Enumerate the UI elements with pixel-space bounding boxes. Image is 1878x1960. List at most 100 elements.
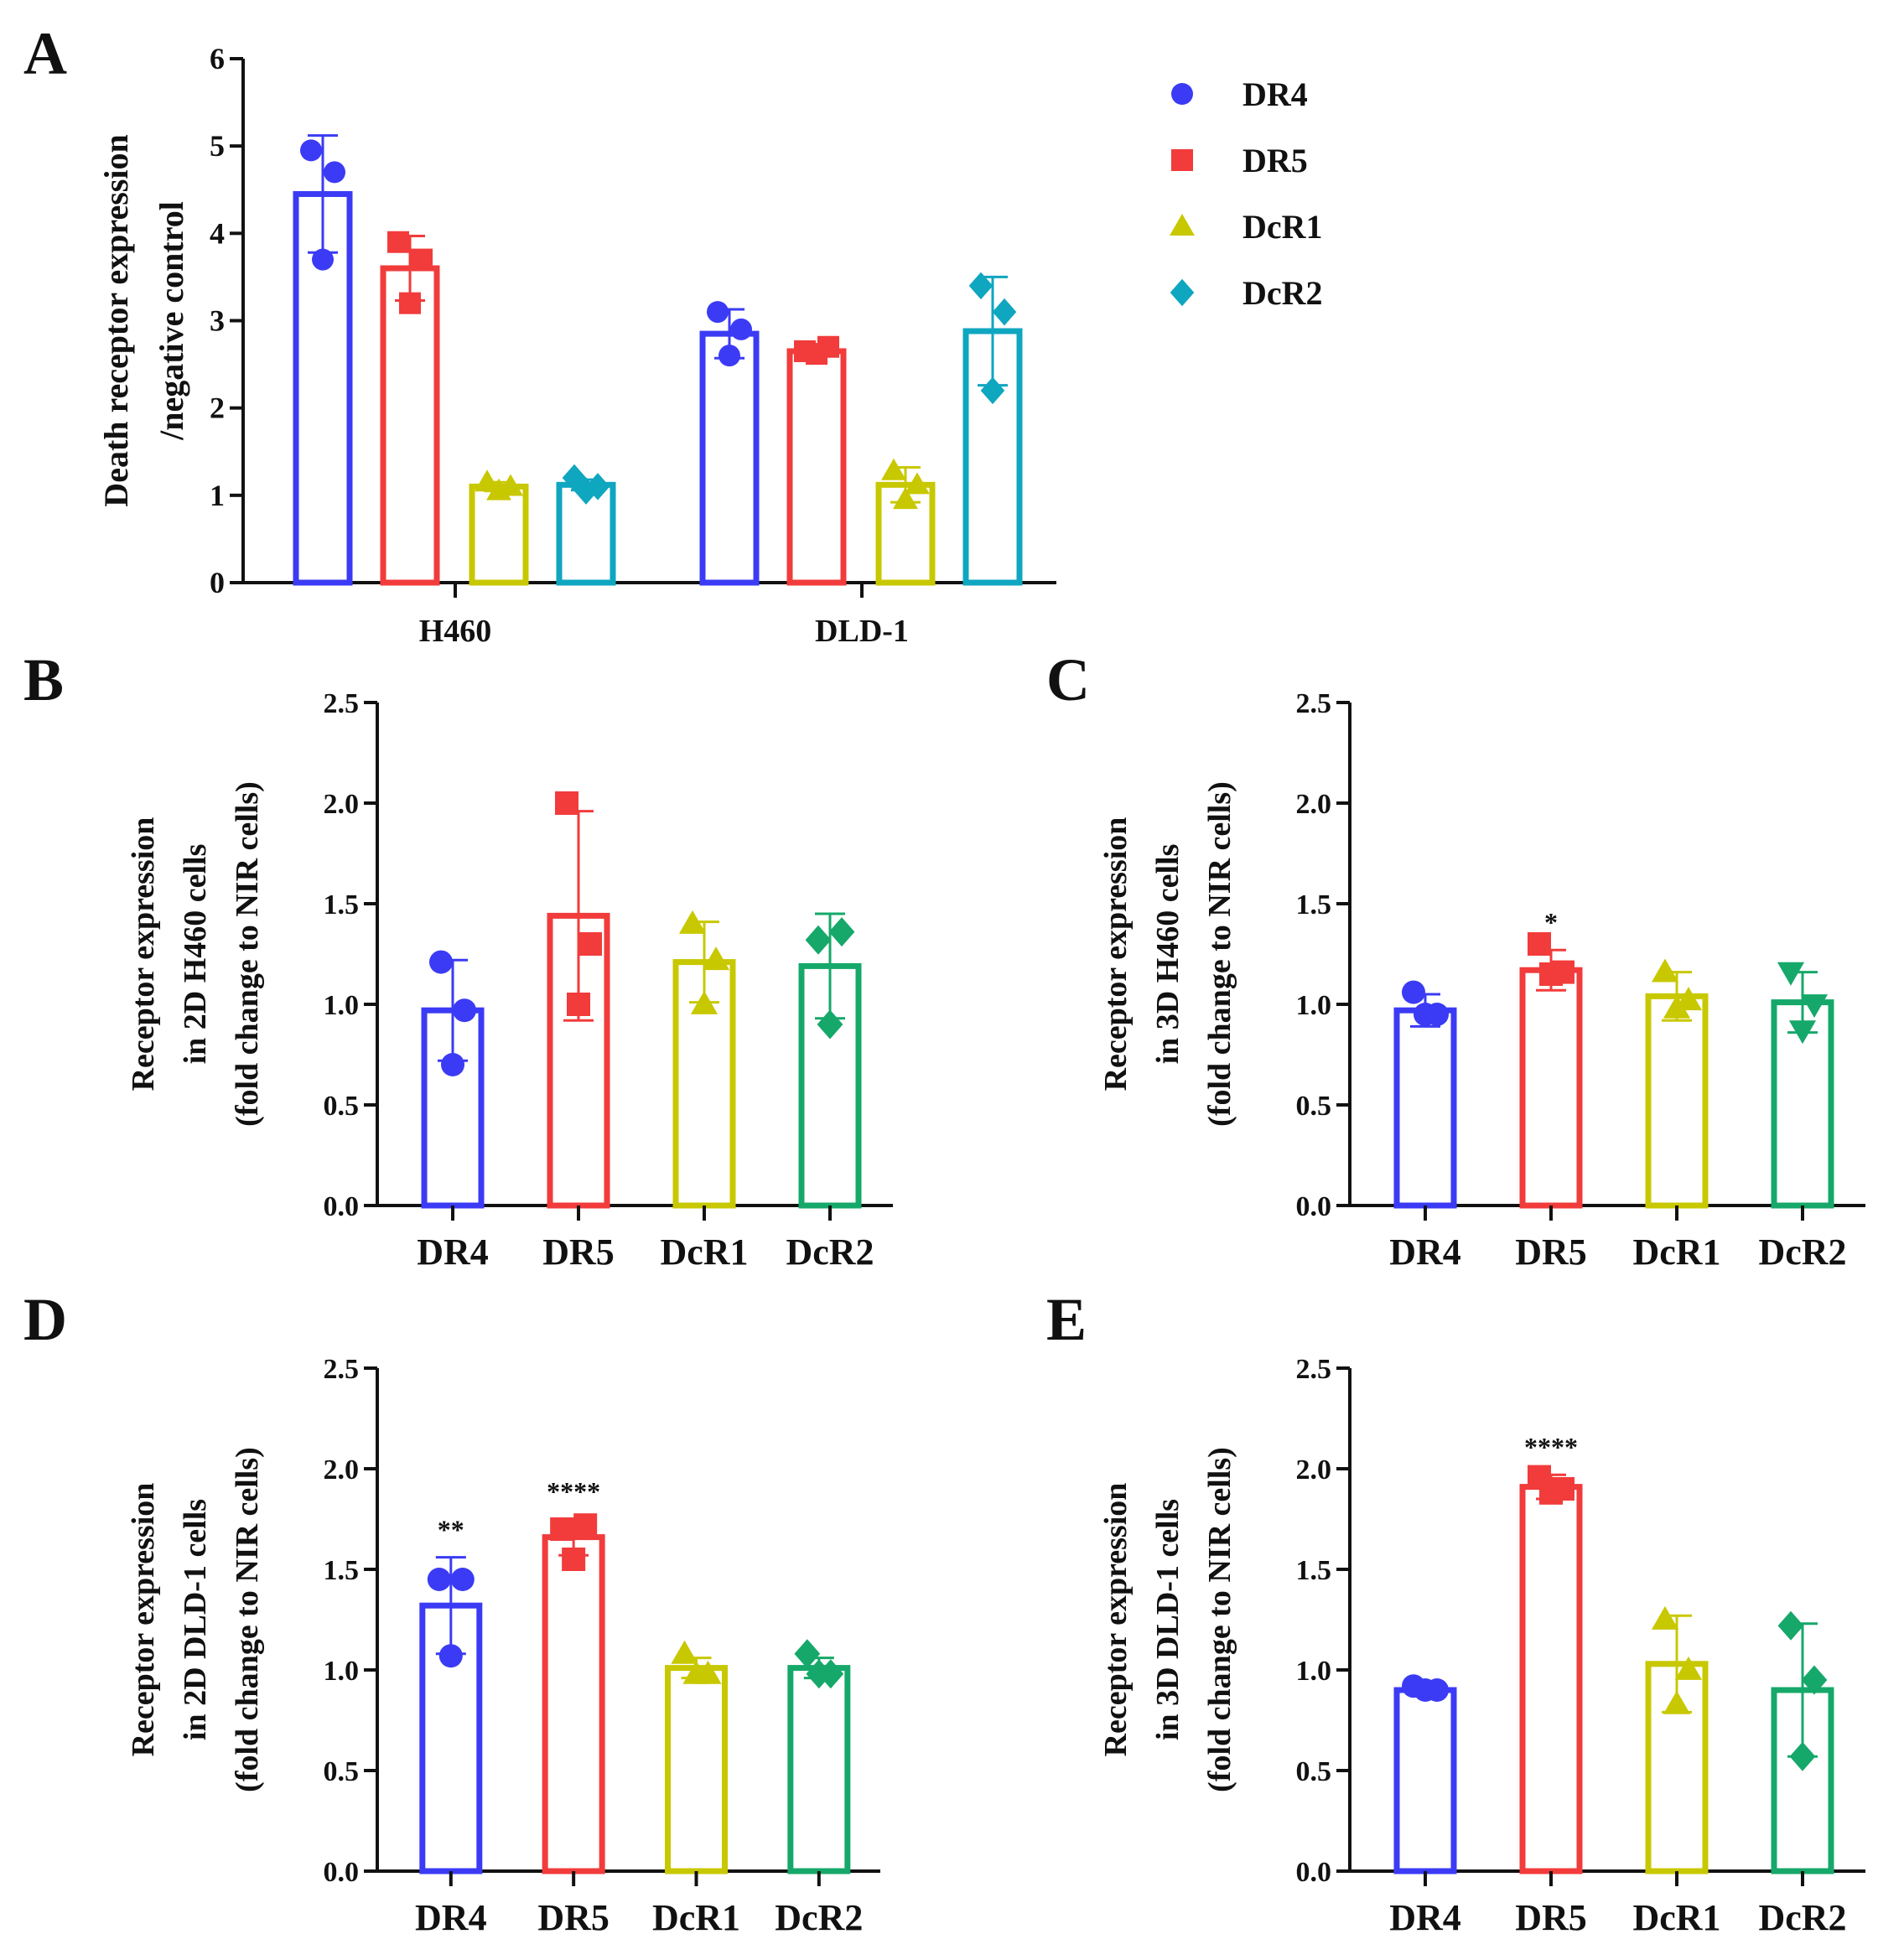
bar bbox=[664, 1665, 728, 1874]
data-point bbox=[1800, 994, 1829, 1019]
data-point bbox=[453, 998, 476, 1023]
x-tick-label: DcR2 bbox=[786, 1231, 874, 1273]
y-tick-label: 1.0 bbox=[1296, 1656, 1332, 1687]
significance-label: ** bbox=[438, 1515, 464, 1545]
data-point bbox=[1674, 1656, 1703, 1680]
y-axis-label: (fold change to NIR cells) bbox=[230, 781, 265, 1127]
x-tick-label: DR5 bbox=[542, 1231, 615, 1273]
data-point bbox=[1402, 980, 1425, 1004]
bar bbox=[1519, 1484, 1583, 1874]
y-tick-label: 3 bbox=[210, 304, 225, 338]
data-point bbox=[573, 477, 599, 505]
data-point bbox=[324, 161, 345, 184]
bar bbox=[786, 348, 847, 586]
bar bbox=[380, 265, 440, 586]
x-tick-label: DcR2 bbox=[1758, 1231, 1846, 1273]
y-tick-label: 1 bbox=[210, 479, 225, 512]
y-tick-label: 2.5 bbox=[1296, 688, 1332, 719]
bar bbox=[787, 1665, 851, 1874]
x-tick-label: DR4 bbox=[415, 1897, 487, 1938]
x-tick-label: H460 bbox=[419, 614, 492, 649]
data-point bbox=[702, 946, 730, 971]
y-tick-label: 1.5 bbox=[1296, 1555, 1332, 1586]
data-point bbox=[550, 1517, 574, 1541]
data-point bbox=[1651, 1605, 1679, 1630]
bar bbox=[1393, 1687, 1457, 1874]
y-tick-label: 0.0 bbox=[1296, 1191, 1332, 1222]
data-point bbox=[881, 458, 906, 480]
y-tick-label: 0.5 bbox=[1296, 1756, 1332, 1787]
data-point bbox=[486, 478, 511, 500]
data-point bbox=[1414, 1678, 1437, 1702]
data-point bbox=[562, 1548, 586, 1571]
y-tick-label: 0.0 bbox=[324, 1857, 360, 1888]
data-point bbox=[682, 1660, 710, 1684]
data-point bbox=[562, 464, 587, 492]
x-tick-label: DR4 bbox=[1389, 1897, 1461, 1938]
data-point bbox=[806, 343, 827, 366]
legend-label: DcR1 bbox=[1242, 208, 1323, 246]
x-tick-label: DcR2 bbox=[1758, 1897, 1846, 1938]
panel-c-chart: C 0.0 0.5 1.0 1.5 2.0 2.5 Receptor expression in… bbox=[1046, 646, 1865, 1273]
panel-letter: B bbox=[23, 646, 64, 713]
bar bbox=[699, 330, 760, 586]
y-axis-label: Receptor expression bbox=[1098, 1483, 1134, 1757]
legend-label: DcR2 bbox=[1242, 274, 1323, 312]
y-tick-label: 1.0 bbox=[324, 990, 360, 1021]
data-point bbox=[1539, 962, 1563, 986]
data-point bbox=[1801, 1665, 1828, 1695]
x-tick-label: DcR1 bbox=[1632, 1231, 1720, 1273]
y-tick-label: 0.0 bbox=[1296, 1857, 1332, 1888]
bar bbox=[1519, 967, 1583, 1209]
data-point bbox=[1789, 1741, 1816, 1771]
data-point bbox=[399, 292, 421, 314]
data-point bbox=[690, 990, 719, 1014]
y-tick-label: 2.0 bbox=[1296, 789, 1332, 820]
data-point bbox=[817, 1009, 843, 1040]
significance-label: * bbox=[1544, 907, 1558, 937]
x-tick-label: DR5 bbox=[537, 1897, 610, 1938]
y-axis-label: in 3D DLD-1 cells bbox=[1150, 1499, 1185, 1740]
data-point bbox=[905, 472, 930, 495]
data-point bbox=[992, 298, 1017, 326]
y-tick-label: 1.0 bbox=[1296, 990, 1332, 1021]
x-tick-label: DcR1 bbox=[652, 1897, 740, 1938]
y-tick-label: 2.0 bbox=[324, 789, 360, 820]
y-axis-label: Receptor expression bbox=[126, 817, 161, 1091]
legend-marker bbox=[1171, 83, 1193, 105]
data-point bbox=[719, 345, 740, 367]
y-axis-label: in 3D H460 cells bbox=[1150, 844, 1185, 1065]
y-axis-label: (fold change to NIR cells) bbox=[1202, 781, 1237, 1127]
panel-letter: C bbox=[1046, 646, 1090, 713]
bar bbox=[1645, 993, 1709, 1209]
x-tick-label: DcR1 bbox=[660, 1231, 748, 1273]
data-point bbox=[441, 1053, 464, 1076]
bar bbox=[542, 1534, 605, 1874]
legend-marker bbox=[1170, 278, 1195, 307]
data-point bbox=[968, 272, 993, 300]
data-point bbox=[1663, 1690, 1691, 1714]
y-axis-label: Death receptor expression bbox=[97, 134, 135, 506]
panel-letter: A bbox=[23, 20, 67, 87]
y-tick-label: 0.5 bbox=[324, 1091, 360, 1122]
data-point bbox=[567, 993, 590, 1016]
y-tick-label: 0.5 bbox=[1296, 1091, 1332, 1122]
data-point bbox=[438, 1644, 463, 1668]
data-point bbox=[300, 139, 322, 162]
legend-marker bbox=[1170, 214, 1195, 236]
data-point bbox=[671, 1640, 698, 1664]
y-axis-label: (fold change to NIR cells) bbox=[1202, 1447, 1237, 1792]
x-tick-label: DLD-1 bbox=[815, 614, 909, 649]
data-point bbox=[1414, 1003, 1437, 1026]
data-point bbox=[475, 469, 500, 492]
data-point bbox=[980, 376, 1005, 405]
panel-b-chart: B 0.0 0.5 1.0 1.5 2.0 2.5 Receptor expression in… bbox=[23, 646, 893, 1273]
data-point bbox=[427, 1568, 451, 1591]
y-tick-label: 2.5 bbox=[324, 1354, 360, 1385]
y-axis-label: Receptor expression bbox=[1098, 817, 1134, 1091]
y-tick-label: 6 bbox=[210, 42, 225, 75]
x-tick-label: DcR1 bbox=[1632, 1897, 1720, 1938]
data-point bbox=[555, 791, 578, 815]
data-point bbox=[1651, 958, 1679, 983]
